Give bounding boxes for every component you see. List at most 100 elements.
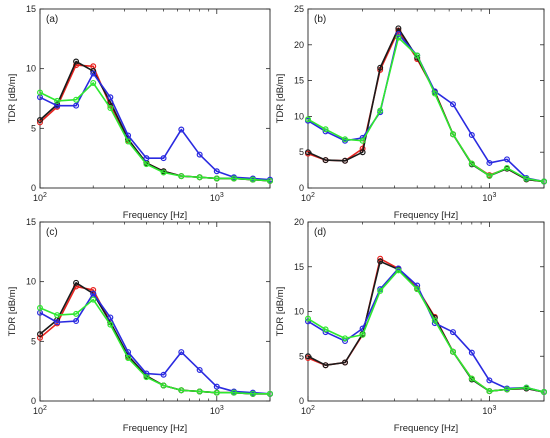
data-point <box>486 377 493 384</box>
y-axis-title: TDR [dB/m] <box>7 74 18 124</box>
data-point <box>322 326 329 333</box>
data-point <box>125 138 132 145</box>
data-point <box>107 321 114 328</box>
plot-frame <box>39 8 271 189</box>
data-point <box>523 175 530 182</box>
data-point <box>342 335 349 342</box>
panel-c: 0 5 10 15 102 103 (c) Frequency [Hz] TDR [dB/m] <box>7 217 274 434</box>
panel-label: (d) <box>314 227 326 238</box>
data-point <box>249 390 256 397</box>
data-point <box>503 386 510 393</box>
data-point <box>36 116 43 123</box>
data-point <box>377 287 384 294</box>
data-point <box>73 102 80 109</box>
series-line <box>307 267 545 393</box>
plot-frame <box>39 221 271 402</box>
x-tick-label: 102 <box>301 405 315 416</box>
data-point <box>468 349 475 356</box>
data-point <box>305 116 312 123</box>
panel-label: (b) <box>314 14 326 25</box>
x-tick-label: 103 <box>482 405 496 416</box>
data-point <box>230 389 237 396</box>
data-point <box>359 137 366 144</box>
y-tick-label: 10 <box>294 307 304 317</box>
y-tick-label: 15 <box>26 217 36 227</box>
data-point <box>267 390 274 397</box>
data-point <box>449 131 456 138</box>
series-line <box>39 72 271 181</box>
x-tick-label: 103 <box>482 192 496 203</box>
series-line <box>307 269 545 393</box>
y-tick-label: 10 <box>26 64 36 74</box>
data-point <box>36 304 43 311</box>
data-point <box>359 149 366 156</box>
data-point <box>395 34 402 41</box>
y-tick-label: 25 <box>294 4 304 14</box>
data-point <box>73 58 80 65</box>
data-point <box>359 331 366 338</box>
x-axis-title: Frequency [Hz] <box>123 210 187 221</box>
y-tick-label: 5 <box>299 147 304 157</box>
data-point <box>377 107 384 114</box>
y-tick-label: 0 <box>31 183 36 193</box>
series-line <box>39 282 270 395</box>
data-point <box>503 156 510 163</box>
y-tick-label: 5 <box>31 123 36 133</box>
data-point <box>213 168 220 175</box>
data-point <box>414 286 421 293</box>
y-tick-label: 15 <box>294 76 304 86</box>
series-line <box>39 298 270 395</box>
data-point <box>486 172 493 179</box>
series-line <box>307 260 545 393</box>
data-point <box>54 97 61 104</box>
data-point <box>305 149 312 156</box>
y-tick-label: 10 <box>294 111 304 121</box>
data-point <box>213 389 220 396</box>
data-point <box>90 79 97 86</box>
data-point <box>36 334 43 341</box>
data-point <box>143 155 150 162</box>
data-point <box>322 126 329 133</box>
series-line <box>39 60 271 182</box>
data-point <box>178 349 185 356</box>
data-point <box>73 310 80 317</box>
data-point <box>468 132 475 139</box>
series-line <box>39 285 270 395</box>
data-point <box>160 382 167 389</box>
data-point <box>523 384 530 391</box>
x-tick-label: 102 <box>33 405 47 416</box>
x-tick-label: 102 <box>301 192 315 203</box>
data-point <box>36 89 43 96</box>
data-point <box>213 383 220 390</box>
y-tick-label: 0 <box>299 396 304 406</box>
data-point <box>90 70 97 77</box>
data-point <box>125 355 132 362</box>
panel-b: 0 5 10 15 20 25 102 103 (b) Frequency [Hz] TDR [dB… <box>275 4 547 221</box>
y-axis-title: TDR [dB/m] <box>275 287 286 337</box>
data-point <box>90 287 97 294</box>
y-tick-label: 20 <box>294 40 304 50</box>
data-point <box>322 157 329 164</box>
x-axis-title: Frequency [Hz] <box>394 210 458 221</box>
y-tick-label: 5 <box>299 351 304 361</box>
y-tick-label: 20 <box>294 217 304 227</box>
data-point <box>486 388 493 395</box>
data-point <box>107 314 114 321</box>
x-tick-label: 103 <box>210 192 224 203</box>
x-tick-label: 102 <box>33 192 47 203</box>
panel-label: (c) <box>46 227 58 238</box>
data-point <box>90 290 97 297</box>
data-point <box>196 151 203 158</box>
data-point <box>342 136 349 143</box>
data-point <box>249 176 256 183</box>
data-point <box>395 267 402 274</box>
data-point <box>468 160 475 167</box>
data-point <box>196 174 203 181</box>
data-point <box>431 317 438 324</box>
y-tick-label: 15 <box>26 4 36 14</box>
data-point <box>143 374 150 381</box>
data-point <box>54 312 61 319</box>
data-point <box>160 371 167 378</box>
data-point <box>377 64 384 71</box>
data-point <box>107 94 114 101</box>
